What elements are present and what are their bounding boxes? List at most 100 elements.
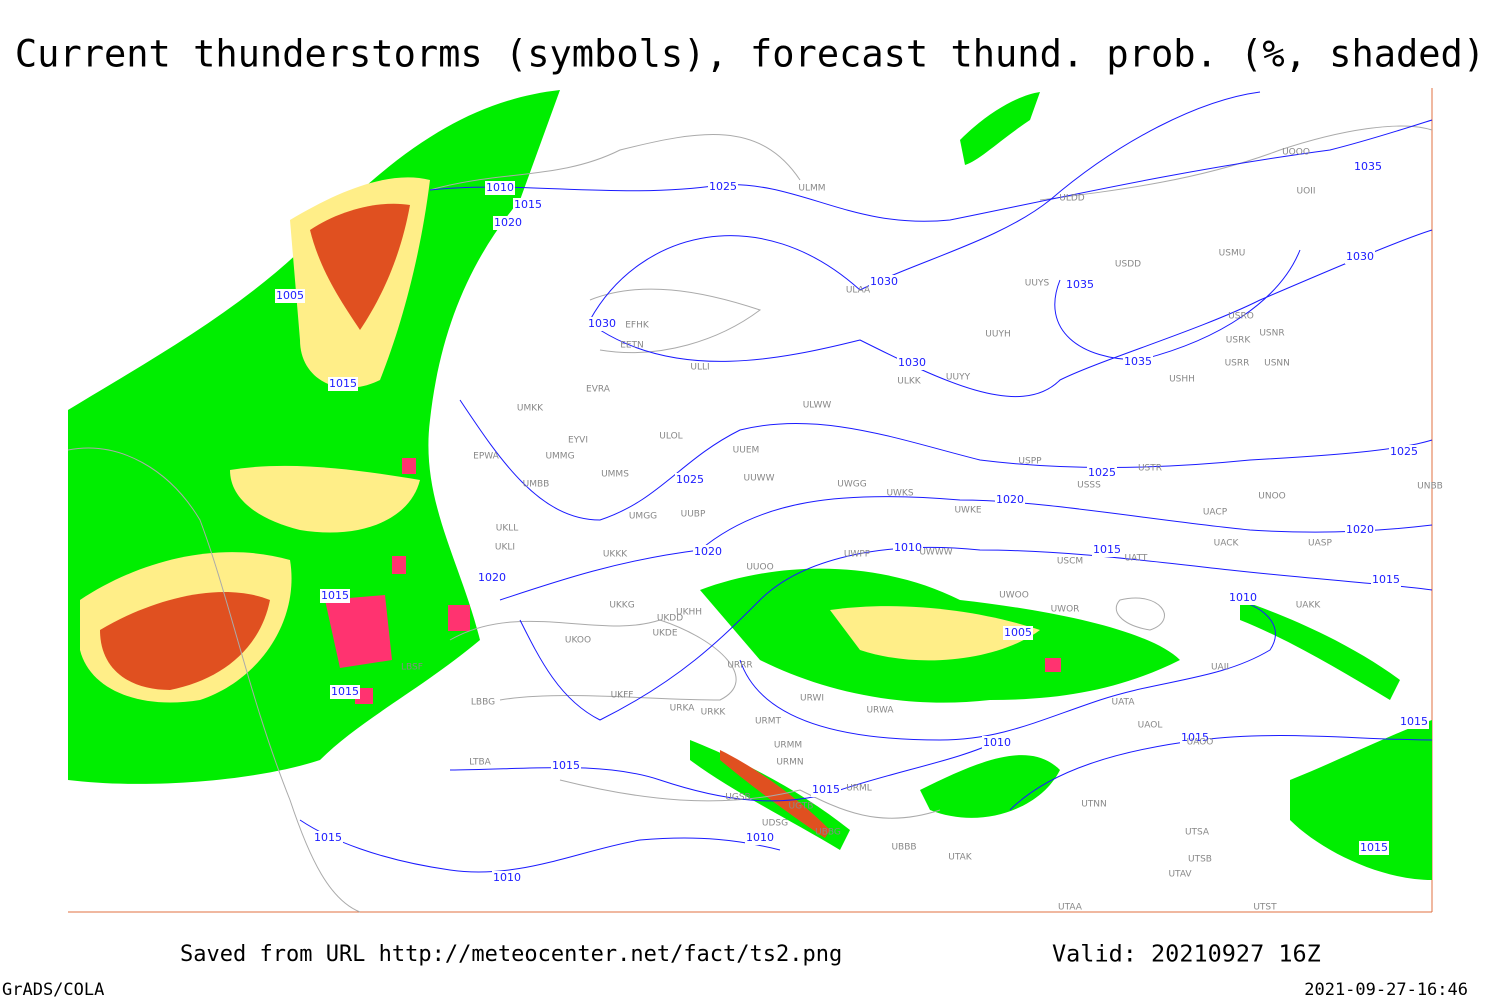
station-label: USNN: [1264, 359, 1290, 369]
station-label: URMM: [774, 741, 802, 751]
station-label: UATT: [1125, 554, 1148, 564]
station-label: USNR: [1259, 329, 1284, 339]
isobar-label: 1015: [552, 759, 580, 772]
station-label: UWWW: [919, 548, 952, 558]
station-label: UNOO: [1258, 492, 1286, 502]
isobar-label: 1015: [321, 589, 349, 602]
station-label: USHH: [1169, 375, 1195, 385]
station-label: UACK: [1214, 539, 1240, 549]
isobar-label-bg: [995, 493, 1025, 507]
isobar-label: 1005: [276, 289, 304, 302]
isobar-label: 1025: [709, 180, 737, 193]
isobar-label: 1010: [983, 736, 1011, 749]
station-label: URWA: [866, 706, 894, 716]
isobar-label: 1025: [1088, 466, 1116, 479]
isobar-label: 1020: [494, 216, 522, 229]
valid-time: Valid: 20210927 16Z: [1052, 940, 1321, 968]
station-label: UUOO: [746, 563, 773, 573]
isobar-label: 1020: [478, 571, 506, 584]
station-label: UKFF: [611, 691, 634, 701]
station-label: LBBG: [471, 698, 495, 708]
station-label: USTR: [1138, 464, 1162, 474]
isobar-label: 1020: [1346, 523, 1374, 536]
station-label: ULKK: [897, 377, 922, 387]
station-label: UMKK: [517, 404, 544, 414]
station-label: UTAA: [1058, 903, 1083, 913]
isobar-label-bg: [1389, 445, 1419, 459]
isobar-label-bg: [1228, 591, 1258, 605]
station-label: URRR: [727, 661, 752, 671]
station-label: UWOR: [1051, 605, 1080, 615]
isobar-label: 1015: [514, 198, 542, 211]
isobar-label-bg: [477, 571, 507, 585]
isobar-label: 1015: [1360, 841, 1388, 854]
isobar-label-bg: [897, 356, 927, 370]
isobar-label: 1030: [870, 275, 898, 288]
isobar-label-bg: [1092, 543, 1122, 557]
isobar-label: 1025: [676, 473, 704, 486]
storm-symbols: [325, 458, 1061, 704]
station-label: UTSB: [1188, 855, 1212, 865]
isobar-label: 1025: [1390, 445, 1418, 458]
source-url: Saved from URL http://meteocenter.net/fa…: [180, 942, 842, 967]
isobar-label-bg: [869, 275, 899, 289]
station-label: UMMS: [601, 470, 629, 480]
station-label: UKHH: [676, 608, 702, 618]
isobar-label: 1035: [1124, 355, 1152, 368]
isobar-label-bg: [1123, 355, 1153, 369]
station-label: UTAK: [948, 853, 973, 863]
station-label: UUYH: [985, 330, 1010, 340]
isobar-label-bg: [1345, 250, 1375, 264]
station-label: UTST: [1253, 903, 1277, 913]
station-label: URMT: [755, 717, 782, 727]
isobar-label: 1015: [1372, 573, 1400, 586]
station-label: ULAA: [846, 286, 871, 296]
station-label: UWKE: [954, 506, 981, 516]
isobar-label-bg: [1345, 523, 1375, 537]
station-label: USRO: [1228, 312, 1254, 322]
isobar-label: 1010: [486, 181, 514, 194]
title: Current thunderstorms (symbols), forecas…: [15, 33, 1485, 76]
station-label: UMGG: [629, 512, 657, 522]
station-label: LTBA: [469, 758, 491, 768]
isobar-label-bg: [893, 541, 923, 555]
station-label: UMMG: [545, 452, 574, 462]
timestamp: 2021-09-27-16:46: [1304, 980, 1468, 1000]
station-label: UUYY: [946, 373, 971, 383]
isobar-label-bg: [1003, 626, 1033, 640]
isobar-label: 1005: [1004, 626, 1032, 639]
station-labels: EFHK EETN ULLI EVRA ULOL UMKK EYVI UMMG EPWA UMMS…: [401, 148, 1443, 913]
station-label: URKK: [701, 708, 727, 718]
station-label: USDD: [1115, 260, 1141, 270]
isobar-label-bg: [320, 589, 350, 603]
prob-shading: [100, 203, 830, 838]
station-label: ULOL: [659, 432, 682, 442]
isobar-label-bg: [1065, 278, 1095, 292]
isobar-label: 1015: [1181, 731, 1209, 744]
station-label: UGSB: [725, 793, 750, 803]
isobar-label-bg: [587, 317, 617, 331]
station-label: URKA: [670, 704, 696, 714]
station-label: USCM: [1057, 557, 1083, 567]
station-label: EETN: [620, 341, 644, 351]
station-label: UKKG: [609, 601, 634, 611]
isobar-label-bg: [1353, 160, 1383, 174]
isobar-label: 1035: [1354, 160, 1382, 173]
station-label: URMN: [776, 758, 803, 768]
isobar-label-bg: [551, 759, 581, 773]
station-label: EPWA: [473, 452, 500, 462]
software: GrADS/COLA: [2, 980, 104, 1000]
station-label: USRK: [1226, 336, 1252, 346]
isobar-label-bg: [313, 831, 343, 845]
station-label: EYVI: [568, 436, 588, 446]
station-label: UAKK: [1296, 601, 1322, 611]
isobar-label-bg: [693, 545, 723, 559]
station-label: USRR: [1225, 359, 1250, 369]
isobar-label: 1015: [331, 685, 359, 698]
isobar-label-bg: [675, 473, 705, 487]
station-label: USMU: [1219, 249, 1246, 259]
isobar-label-bg: [1180, 731, 1210, 745]
station-label: UTAV: [1168, 870, 1192, 880]
